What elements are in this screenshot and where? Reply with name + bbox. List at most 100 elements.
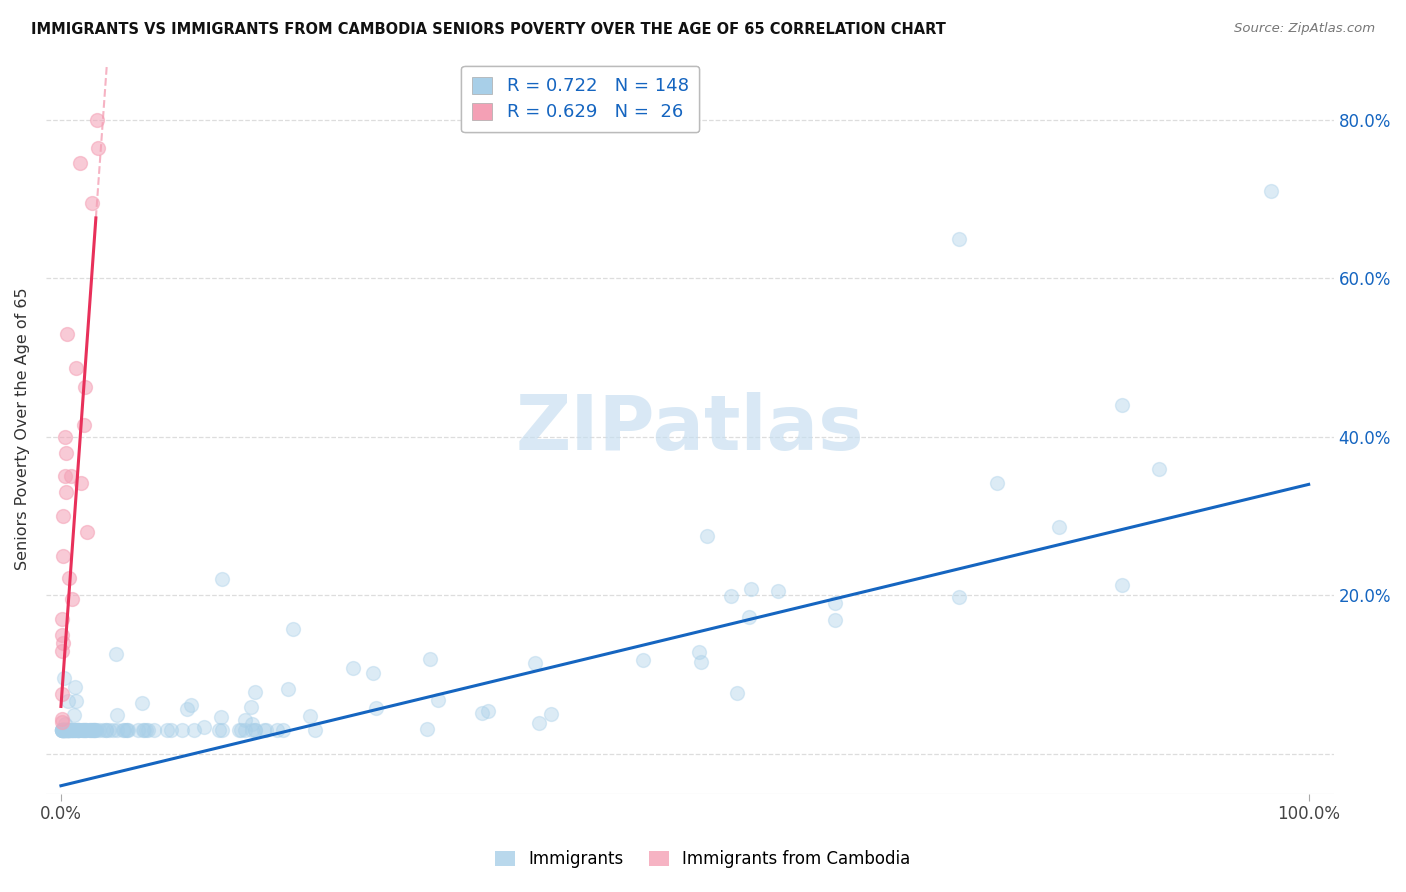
Point — [55, 445, 77, 459]
Point — [183, 723, 205, 738]
Point — [59, 723, 82, 738]
Point — [55, 723, 77, 738]
Point — [115, 723, 138, 738]
Point — [104, 647, 127, 661]
Point — [254, 723, 277, 738]
Point — [136, 723, 159, 738]
Point — [529, 715, 551, 730]
Point — [58, 723, 80, 738]
Point — [53, 671, 76, 685]
Point — [59, 469, 82, 483]
Point — [132, 723, 155, 738]
Point — [419, 652, 441, 666]
Point — [51, 715, 73, 730]
Legend: R = 0.722   N = 148, R = 0.629   N =  26: R = 0.722 N = 148, R = 0.629 N = 26 — [461, 66, 699, 132]
Point — [631, 653, 654, 667]
Point — [103, 723, 125, 738]
Point — [266, 723, 288, 738]
Point — [211, 572, 233, 586]
Point — [52, 723, 75, 738]
Point — [53, 469, 76, 483]
Point — [70, 476, 93, 491]
Point — [127, 723, 149, 738]
Point — [73, 417, 96, 432]
Point — [65, 723, 87, 738]
Point — [111, 723, 134, 738]
Point — [824, 596, 846, 610]
Point — [690, 655, 713, 669]
Point — [77, 723, 100, 738]
Point — [523, 656, 546, 670]
Point — [69, 156, 91, 170]
Point — [53, 723, 76, 738]
Point — [53, 723, 76, 738]
Point — [948, 591, 970, 605]
Point — [63, 707, 86, 722]
Point — [211, 723, 233, 737]
Point — [80, 723, 103, 738]
Point — [67, 723, 90, 738]
Point — [60, 723, 83, 738]
Point — [73, 723, 96, 738]
Point — [243, 723, 266, 738]
Point — [72, 723, 94, 738]
Point — [342, 661, 364, 675]
Point — [56, 723, 79, 738]
Point — [228, 723, 250, 738]
Point — [105, 708, 128, 723]
Point — [56, 723, 79, 738]
Point — [277, 682, 299, 697]
Point — [172, 723, 194, 738]
Point — [51, 723, 73, 738]
Point — [364, 700, 387, 714]
Point — [56, 723, 79, 738]
Y-axis label: Seniors Poverty Over the Age of 65: Seniors Poverty Over the Age of 65 — [15, 287, 30, 570]
Point — [63, 680, 86, 694]
Point — [233, 723, 256, 738]
Point — [52, 723, 75, 738]
Point — [135, 723, 157, 738]
Point — [56, 723, 79, 738]
Point — [725, 686, 748, 700]
Point — [75, 723, 97, 738]
Point — [87, 723, 110, 738]
Point — [240, 717, 263, 731]
Point — [53, 716, 76, 731]
Point — [52, 723, 75, 738]
Legend: Immigrants, Immigrants from Cambodia: Immigrants, Immigrants from Cambodia — [489, 844, 917, 875]
Point — [83, 723, 105, 738]
Point — [688, 645, 710, 659]
Point — [51, 723, 73, 738]
Point — [91, 723, 114, 738]
Text: ZIPatlas: ZIPatlas — [516, 392, 865, 466]
Point — [73, 380, 96, 394]
Point — [67, 723, 90, 738]
Point — [82, 723, 104, 738]
Point — [66, 723, 89, 738]
Point — [80, 723, 103, 738]
Point — [63, 723, 86, 738]
Point — [240, 699, 263, 714]
Point — [209, 710, 232, 724]
Point — [738, 609, 761, 624]
Point — [53, 723, 76, 738]
Point — [240, 723, 263, 738]
Point — [65, 694, 87, 708]
Point — [60, 723, 83, 738]
Point — [65, 361, 87, 376]
Point — [243, 684, 266, 698]
Point — [87, 141, 110, 155]
Point — [208, 723, 231, 738]
Point — [105, 723, 128, 738]
Point — [51, 644, 73, 658]
Point — [83, 723, 105, 738]
Point — [176, 702, 198, 716]
Point — [540, 707, 562, 722]
Point — [415, 723, 437, 737]
Point — [361, 666, 384, 681]
Point — [117, 723, 139, 738]
Point — [94, 723, 117, 738]
Point — [271, 723, 294, 738]
Point — [156, 723, 179, 738]
Point — [80, 195, 103, 210]
